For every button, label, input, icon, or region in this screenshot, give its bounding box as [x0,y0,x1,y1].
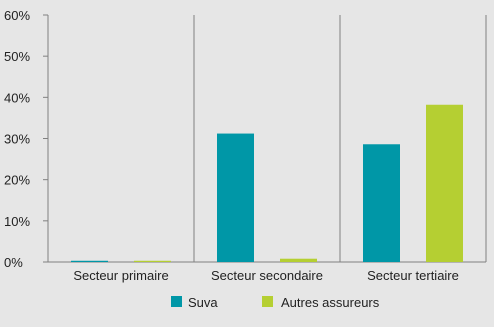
category-label: Secteur tertiaire [367,268,459,283]
bar-autres-assureurs-1 [134,261,171,262]
bar-autres-assureurs-2 [280,259,317,262]
bar-suva-3 [363,144,400,262]
y-tick-label: 10% [4,214,30,229]
bar-autres-assureurs-3 [426,105,463,262]
legend-swatch [262,296,273,307]
legend: Suva Autres assureurs [171,295,380,310]
legend-label: Suva [188,295,218,310]
axes [43,15,486,262]
y-tick-label: 40% [4,90,30,105]
bar-suva-2 [217,134,254,262]
y-tick-label: 30% [4,132,30,147]
category-label: Secteur secondaire [211,268,323,283]
category-label: Secteur primaire [73,268,168,283]
legend-label: Autres assureurs [281,295,380,310]
y-tick-label: 50% [4,49,30,64]
bar-suva-1 [71,261,108,262]
y-tick-label: 60% [4,8,30,23]
y-tick-label: 0% [4,255,23,270]
legend-swatch [171,296,182,307]
y-tick-label: 20% [4,173,30,188]
bars [71,105,463,262]
